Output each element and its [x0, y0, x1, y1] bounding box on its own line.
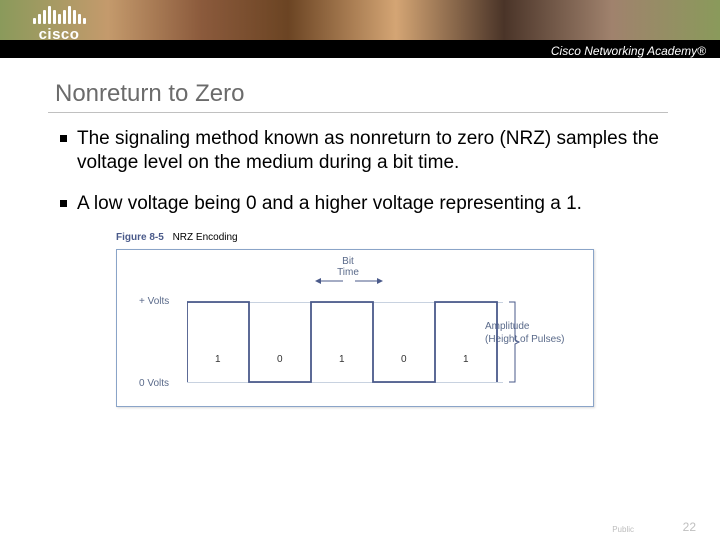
bit-value-label: 0 — [277, 354, 283, 365]
bullet-text: A low voltage being 0 and a higher volta… — [77, 192, 582, 216]
footer-page-number: 22 — [683, 520, 696, 534]
cisco-logo-bars — [14, 4, 104, 24]
figure-caption: Figure 8-5 NRZ Encoding — [116, 232, 720, 243]
figure-title: NRZ Encoding — [173, 232, 238, 243]
cisco-logo-text: cisco — [14, 26, 104, 43]
bullet-text: The signaling method known as nonreturn … — [77, 127, 660, 176]
bullet-marker-icon — [60, 135, 67, 142]
footer-classification: Public — [612, 525, 634, 534]
bullet-marker-icon — [60, 200, 67, 207]
bit-time-label: Bit Time — [323, 256, 373, 278]
figure-area: Figure 8-5 NRZ Encoding Bit Time + Volts… — [116, 232, 720, 407]
header-banner: cisco Cisco Networking Academy® — [0, 0, 720, 58]
bit-value-label: 1 — [339, 354, 345, 365]
zero-volts-label: 0 Volts — [139, 378, 169, 389]
bullet-item: The signaling method known as nonreturn … — [60, 127, 660, 176]
page-title: Nonreturn to Zero — [55, 80, 720, 108]
bit-value-label: 1 — [463, 354, 469, 365]
figure-label: Figure 8-5 — [116, 232, 164, 243]
plus-volts-label: + Volts — [139, 296, 169, 307]
content-area: The signaling method known as nonreturn … — [60, 127, 660, 216]
title-underline — [48, 112, 668, 113]
amplitude-bracket-icon — [509, 300, 521, 384]
bit-time-top: Bit — [342, 256, 354, 267]
banner-photo-strip — [0, 0, 720, 40]
nrz-waveform — [187, 280, 503, 390]
bullet-item: A low voltage being 0 and a higher volta… — [60, 192, 660, 216]
cisco-logo: cisco — [14, 4, 104, 54]
bit-value-label: 0 — [401, 354, 407, 365]
nrz-chart: Bit Time + Volts 0 Volts Amplitude (Heig… — [116, 249, 594, 407]
academy-label: Cisco Networking Academy® — [551, 44, 706, 58]
bit-value-label: 1 — [215, 354, 221, 365]
